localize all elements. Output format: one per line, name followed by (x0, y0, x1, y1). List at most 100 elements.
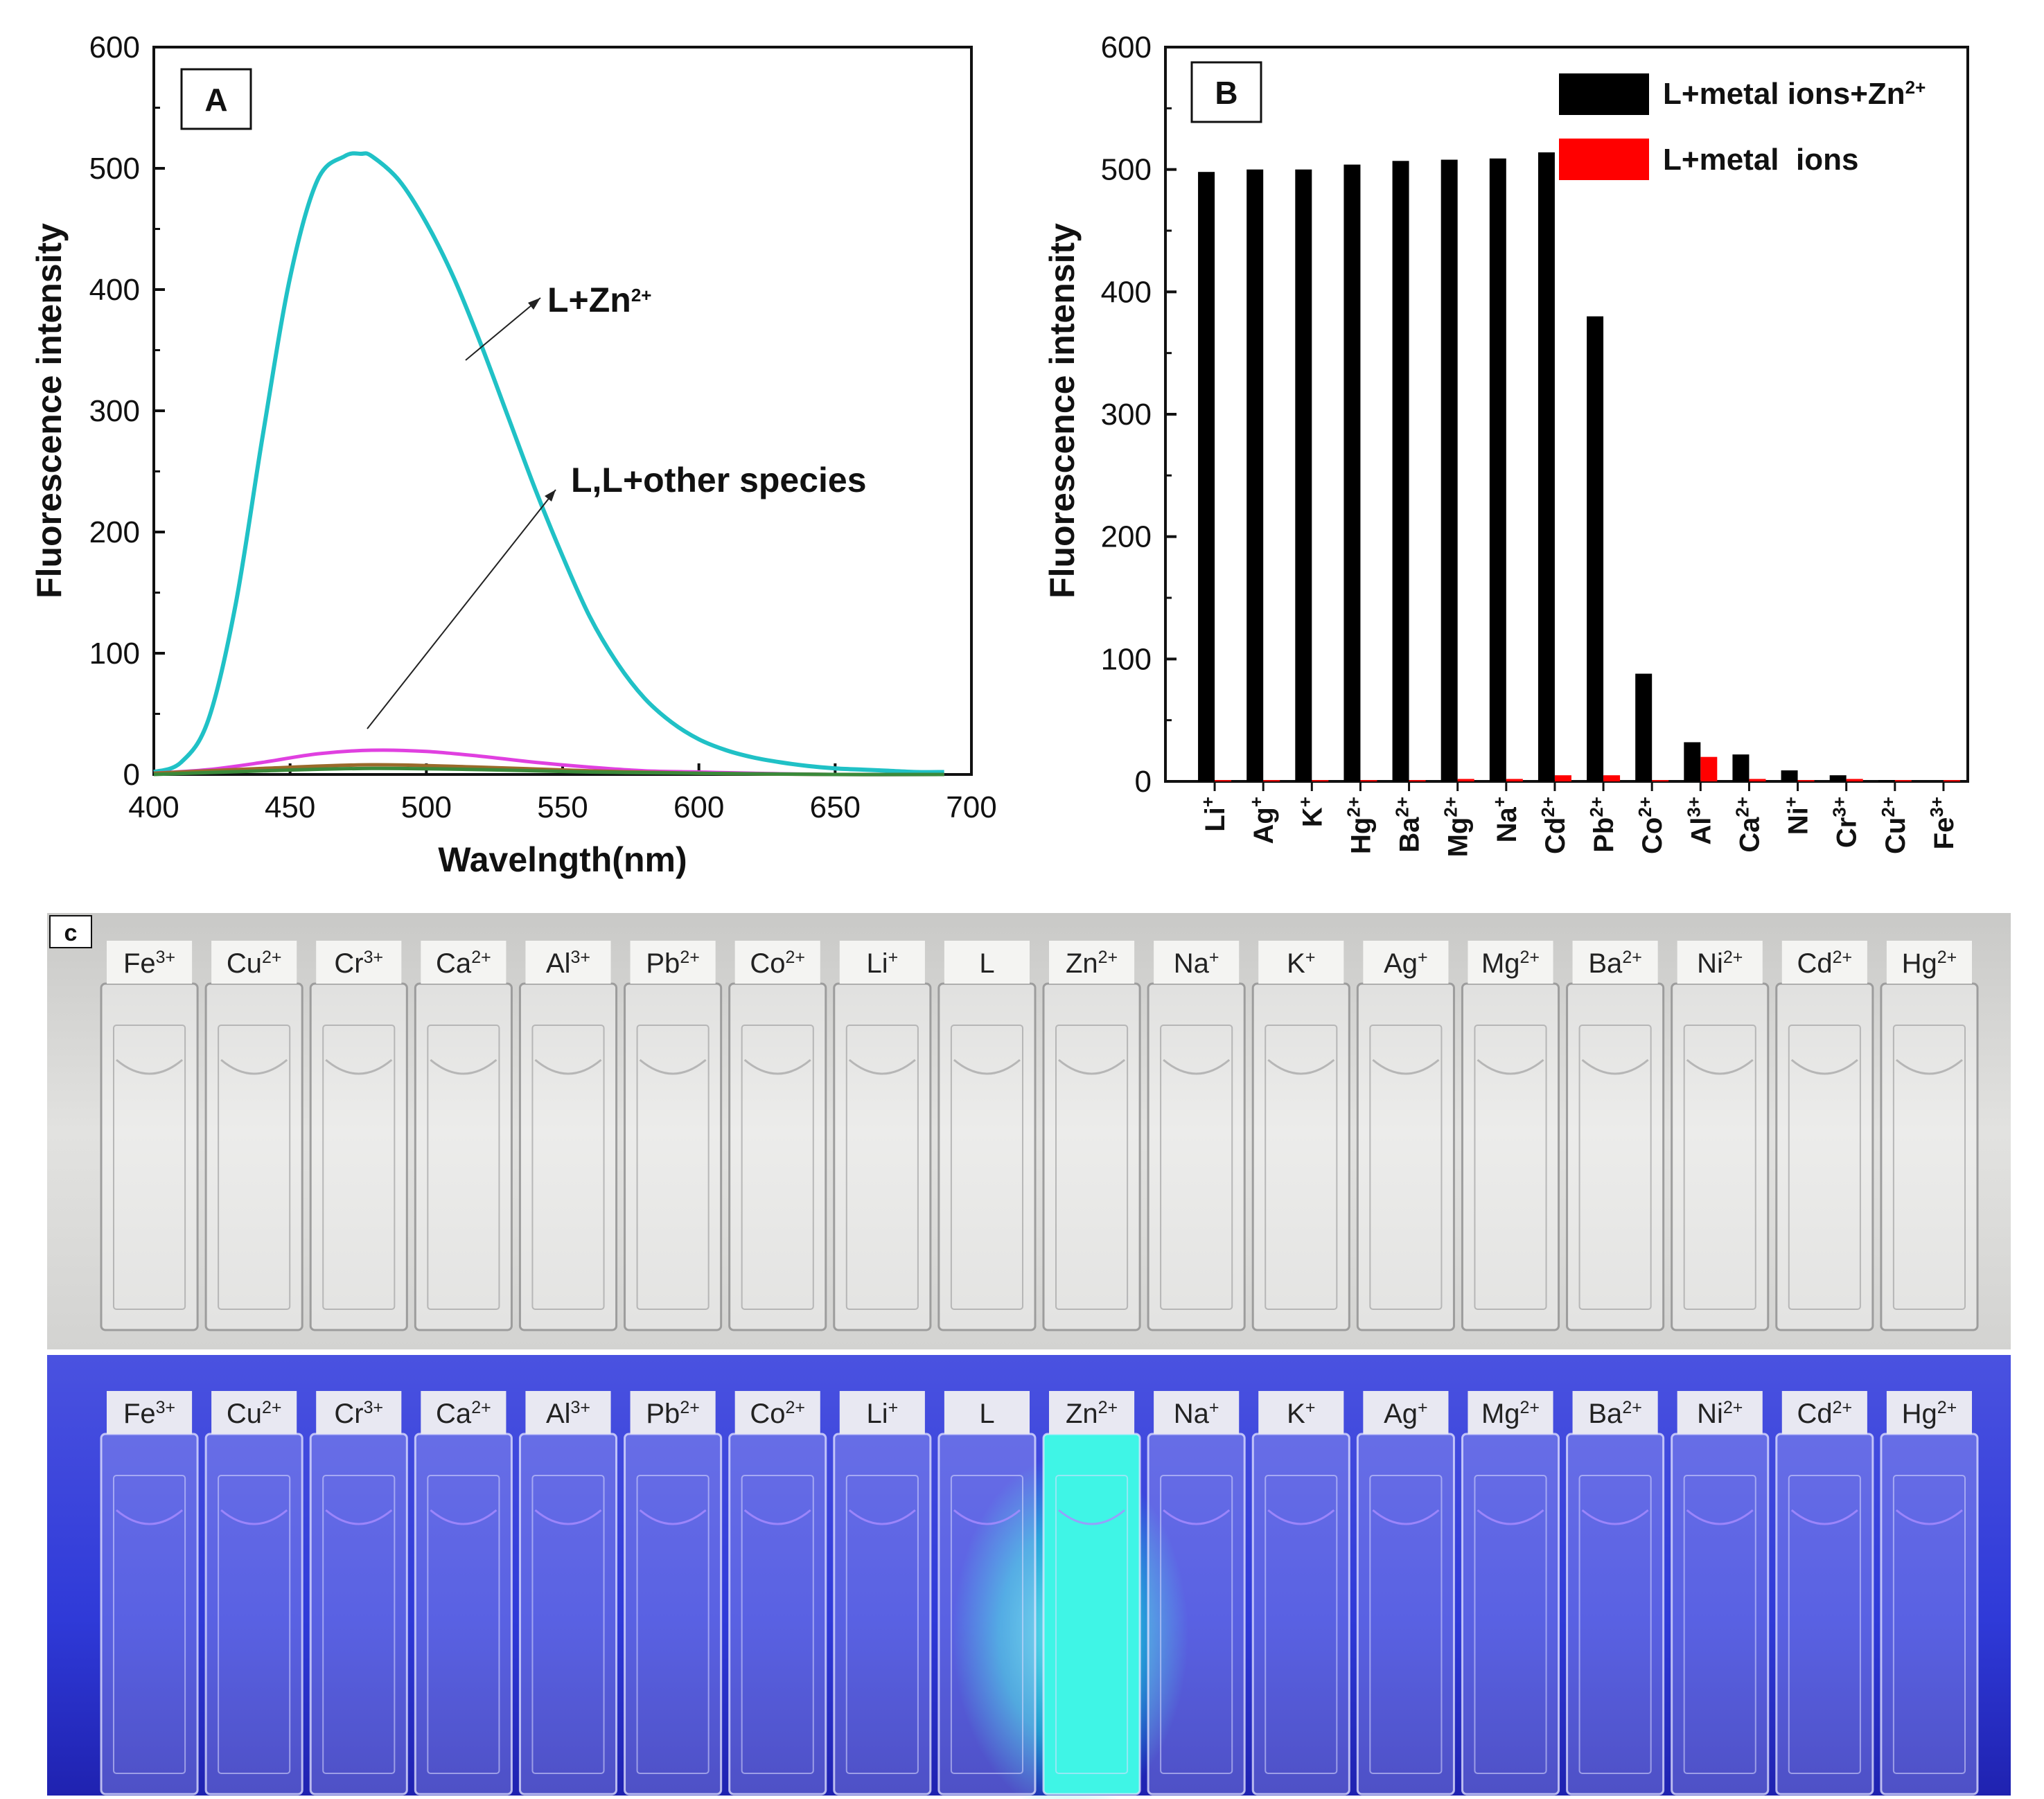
vial-ion-label: Na+ (1174, 1398, 1219, 1429)
chart-b-bar-black (1684, 742, 1701, 781)
cuvette-inner (113, 1475, 186, 1774)
cuvette-meniscus (1372, 1509, 1440, 1525)
chart-b-bar-red (1554, 775, 1571, 781)
cuvette-inner (113, 1025, 186, 1310)
cuvette-meniscus (1267, 1058, 1335, 1075)
chart-a-y-tick-label: 100 (89, 637, 140, 671)
cuvette (204, 982, 303, 1331)
chart-b-bar-red (1603, 775, 1621, 781)
chart-b-category-label: Mg2+ (1441, 797, 1474, 857)
chart-a-x-axis-label: Wavelngth(nm) (438, 840, 687, 879)
vial-ion-label: Cu2+ (227, 1398, 282, 1429)
chart-a-y-tick-label: 400 (89, 273, 140, 307)
cuvette-meniscus (1477, 1509, 1544, 1525)
vial-label-tag (1886, 941, 1972, 984)
vial-ion-label: Fe3+ (123, 948, 175, 979)
vial-label-tag (1572, 1391, 1658, 1434)
chart-b-y-tick-label: 300 (1101, 398, 1152, 432)
chart-b-category-label: Co2+ (1635, 797, 1668, 854)
vial-ion-label: Pb2+ (646, 1398, 699, 1429)
vial-label-tag (1572, 941, 1658, 984)
chart-a-arrowhead-other (545, 490, 556, 502)
vial-ion-label: Li+ (866, 1398, 898, 1429)
chart-b-category-label: Pb2+ (1586, 797, 1619, 853)
chart-b-bar-black (1829, 775, 1847, 781)
chart-a-y-tick-label: 300 (89, 394, 140, 428)
chart-b-category-label: Ca2+ (1732, 797, 1765, 853)
chart-b-bar-red (1360, 780, 1377, 781)
chart-b-bar-red (1700, 756, 1718, 781)
cuvette-meniscus (848, 1058, 916, 1075)
cuvette-inner (636, 1475, 710, 1774)
vial-label-tag (1363, 941, 1449, 984)
chart-a-series-line-3 (153, 766, 944, 777)
cuvette-meniscus (220, 1509, 288, 1525)
cuvette-inner (1160, 1475, 1233, 1774)
vial-ion-label: Ba2+ (1588, 1398, 1641, 1429)
vial-ion-label: Hg2+ (1902, 1398, 1957, 1429)
chart-b-bar-black (1441, 159, 1458, 782)
cuvette (1461, 982, 1560, 1331)
legend-label-black: L+metal ions+Zn2+ (1663, 77, 1926, 111)
chart-a-arrow-zn (465, 297, 541, 361)
vial-ion-label: Ba2+ (1588, 948, 1641, 979)
cuvette-meniscus (1163, 1058, 1231, 1075)
vial-ion-label: Cr3+ (334, 948, 383, 979)
chart-b-category-label: Cd2+ (1538, 797, 1571, 854)
chart-b-bar-black (1538, 152, 1555, 781)
vial-ion-label: Pb2+ (646, 948, 699, 979)
cuvette (1251, 982, 1350, 1331)
cuvette-inner (1055, 1025, 1129, 1310)
cuvette-inner (741, 1025, 814, 1310)
cuvette-meniscus (325, 1509, 393, 1525)
vial-ion-label: Fe3+ (123, 1398, 175, 1429)
cuvette (309, 982, 408, 1331)
cuvette (728, 1433, 827, 1796)
vial-label-tag (1677, 1391, 1763, 1434)
vial-ion-label: Na+ (1174, 948, 1219, 979)
cuvette-meniscus (430, 1509, 497, 1525)
cuvette (1880, 982, 1979, 1331)
vial-label-tag (316, 1391, 402, 1434)
cuvette (204, 1433, 303, 1796)
vial-ion-label: K+ (1287, 948, 1315, 979)
vial-ion-label: Cd2+ (1797, 1398, 1853, 1429)
vial-label-tag (1258, 941, 1344, 984)
legend-swatch-black (1559, 73, 1649, 115)
cuvette-meniscus (1790, 1058, 1858, 1075)
cuvette (1671, 982, 1770, 1331)
cuvette-meniscus (1267, 1509, 1335, 1525)
cuvette (1147, 982, 1246, 1331)
vial-label-tag (525, 941, 611, 984)
chart-a-y-tick-label: 200 (89, 515, 140, 549)
cuvette-inner (950, 1475, 1024, 1774)
chart-b-y-tick-label: 200 (1101, 520, 1152, 554)
cuvette-meniscus (1895, 1509, 1963, 1525)
vial-ion-label: Ag+ (1384, 1398, 1428, 1429)
cuvette-meniscus (1477, 1058, 1544, 1075)
vial-ion-label: Hg2+ (1902, 948, 1957, 979)
vial-label-tag (1154, 1391, 1240, 1434)
cuvette-inner (845, 1025, 919, 1310)
cuvette (624, 1433, 723, 1796)
vial-label-tag (944, 1391, 1030, 1434)
cuvette (1356, 1433, 1455, 1796)
vial-ion-label: Al3+ (546, 948, 590, 979)
chart-b-category-label: Cr3+ (1829, 797, 1862, 848)
cuvette-inner (1474, 1475, 1547, 1774)
chart-b-y-tick-label: 600 (1101, 30, 1152, 64)
vial-label-tag (630, 1391, 716, 1434)
vial-label-tag (107, 1391, 193, 1434)
chart-a-annotation-other: L,L+other species (571, 461, 867, 499)
vial-label-tag (421, 941, 506, 984)
vial-photographs: Fe3+ Cu2+ Cr3+ Ca2+ Al3+ Pb2+ Co2+ Li+ L Zn2+ Na+ K… (47, 913, 2011, 1799)
cuvette-meniscus (220, 1058, 288, 1075)
chart-b-bar-red (1894, 780, 1912, 781)
vial-ion-label: Ni2+ (1697, 1398, 1743, 1429)
chart-b-category-label: Hg2+ (1343, 797, 1376, 854)
cuvette-meniscus (1686, 1058, 1754, 1075)
cuvette-meniscus (325, 1058, 393, 1075)
chart-b-bar-black (1198, 172, 1215, 781)
chart-b-bar-red (1749, 779, 1766, 781)
chart-b-bar-red (1943, 780, 1960, 781)
